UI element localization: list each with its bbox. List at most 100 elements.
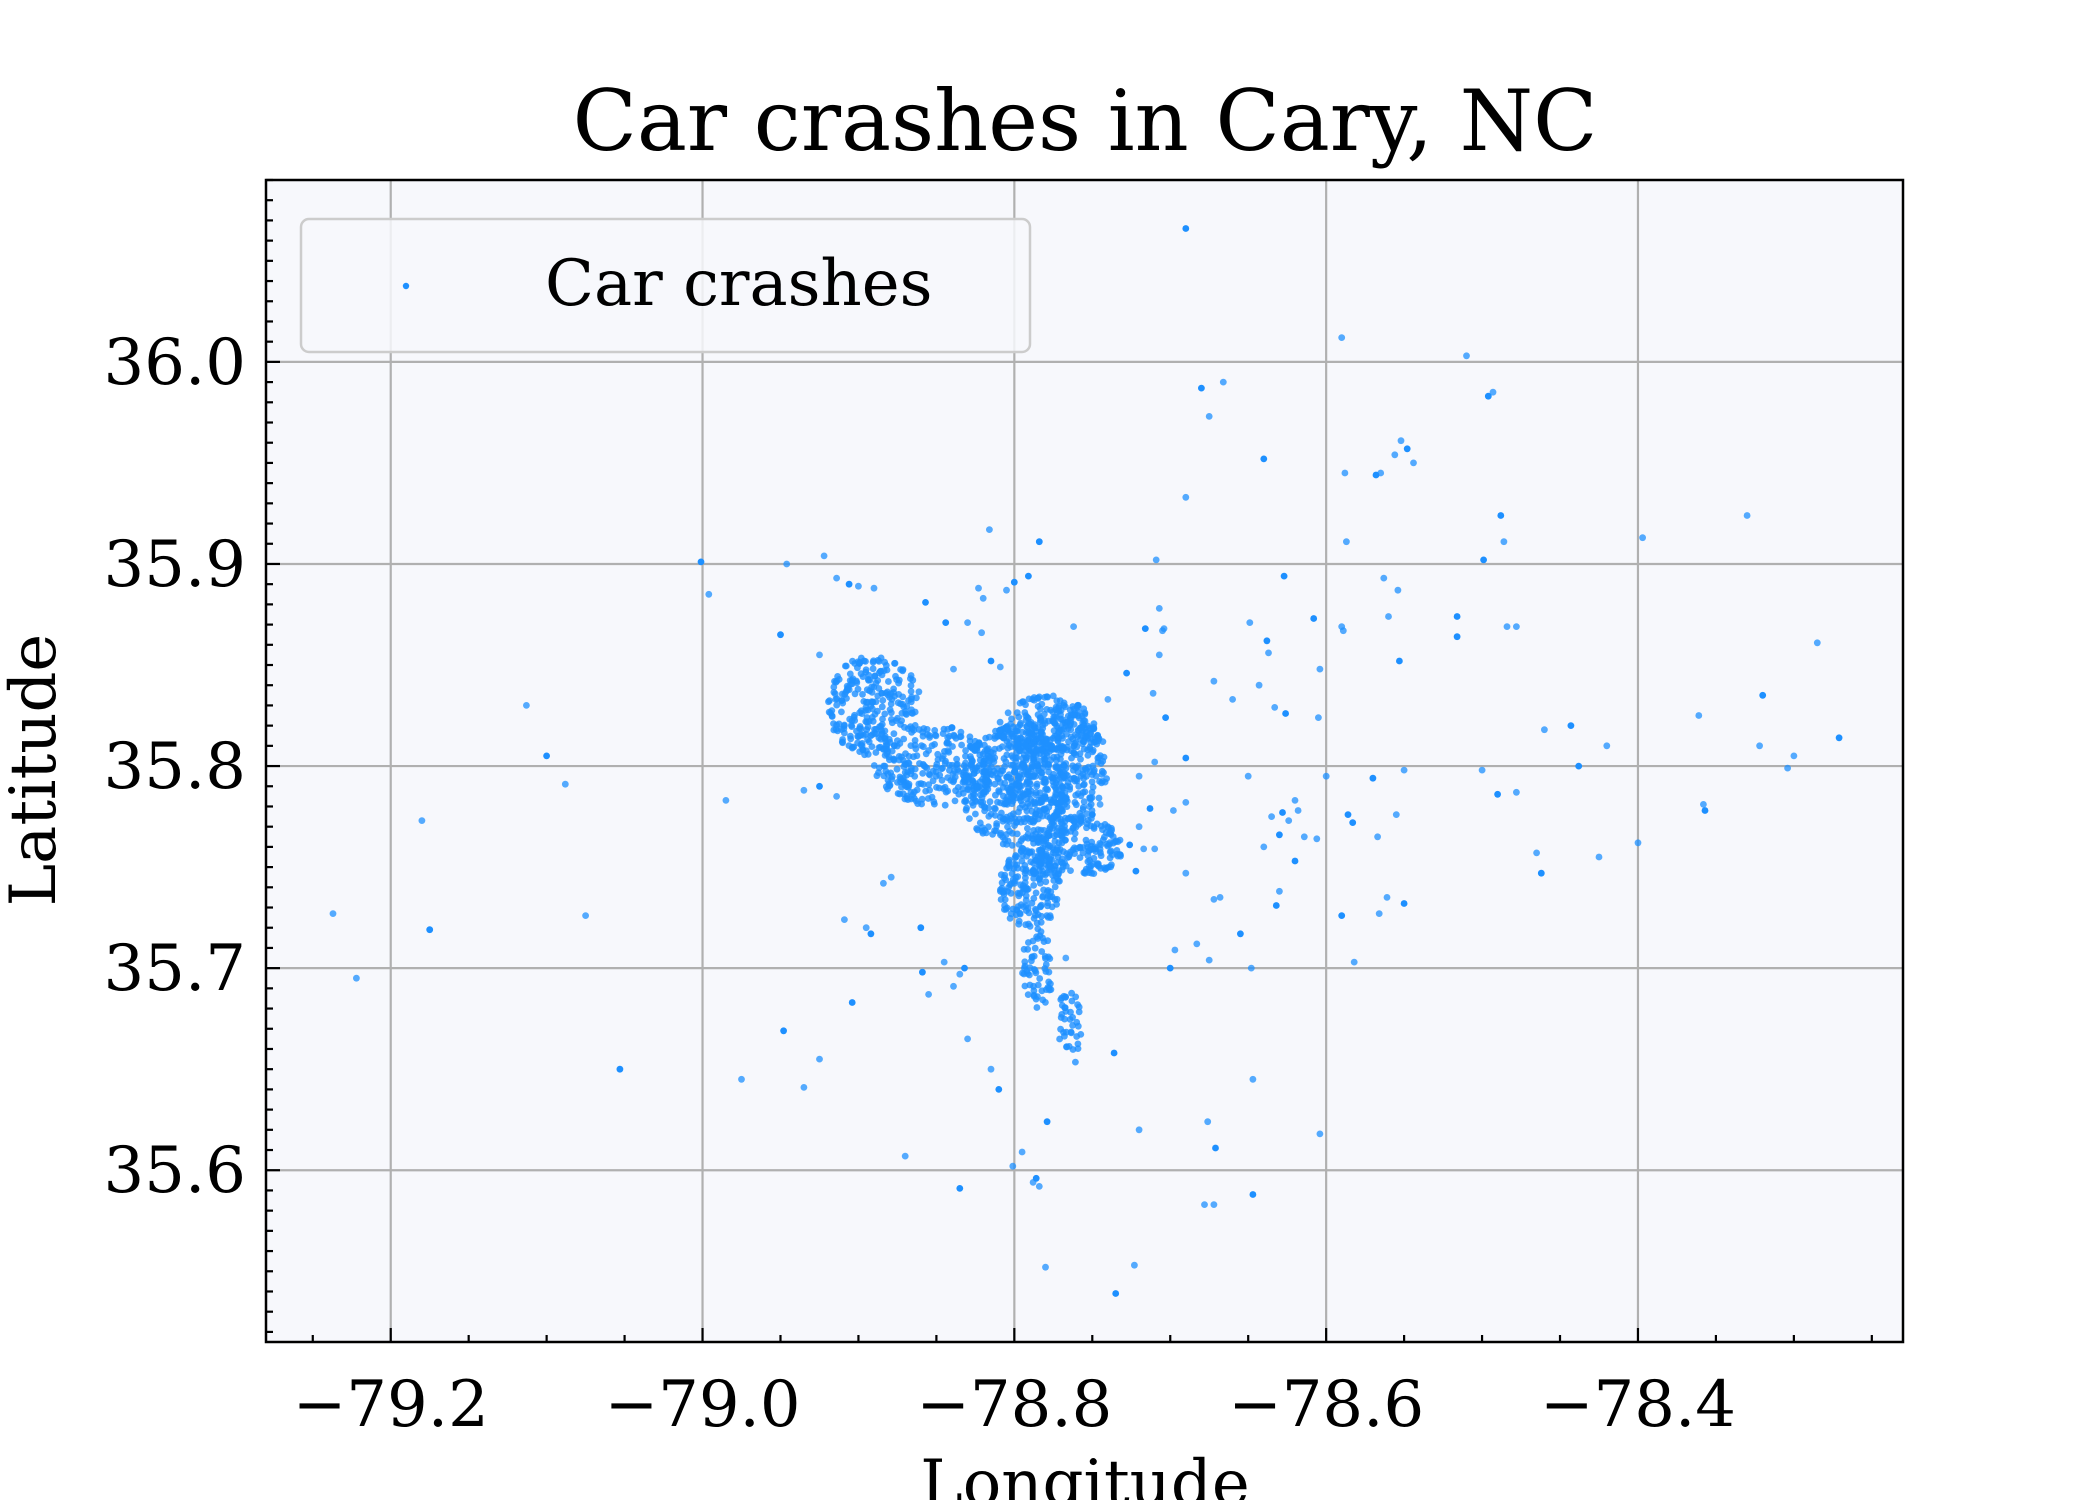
scatter-point — [1151, 845, 1159, 853]
x-tick-label: −79.0 — [604, 1368, 800, 1442]
scatter-point — [1344, 811, 1352, 818]
scatter-point — [1073, 1018, 1081, 1026]
scatter-point — [1541, 726, 1548, 734]
scatter-point — [939, 752, 947, 760]
scatter-point — [997, 871, 1005, 879]
scatter-point — [924, 795, 932, 802]
scatter-point — [1010, 792, 1017, 800]
scatter-point — [1396, 657, 1403, 665]
scatter-point — [962, 806, 970, 814]
scatter-point — [951, 797, 959, 805]
scatter-point — [856, 748, 864, 755]
scatter-point — [1279, 809, 1286, 816]
scatter-point — [862, 668, 870, 676]
scatter-point — [1079, 804, 1087, 811]
scatter-point — [1085, 869, 1093, 876]
scatter-point — [1032, 751, 1040, 759]
scatter-point — [1042, 878, 1050, 886]
scatter-point — [892, 672, 899, 680]
scatter-point — [1013, 709, 1021, 717]
scatter-point — [1478, 766, 1486, 774]
scatter-point — [1052, 706, 1060, 713]
x-axis-label: Longitude — [920, 1447, 1249, 1500]
scatter-point — [925, 781, 933, 788]
scatter-point — [1035, 1183, 1043, 1190]
scatter-point — [1063, 1043, 1070, 1050]
scatter-point — [1015, 920, 1023, 928]
scatter-point — [1255, 681, 1263, 689]
scatter-point — [934, 750, 942, 758]
scatter-point — [825, 708, 833, 716]
scatter-point — [872, 749, 880, 756]
scatter-point — [1000, 890, 1008, 898]
scatter-point — [1077, 817, 1085, 825]
scatter-point — [1244, 772, 1252, 780]
scatter-point — [1004, 709, 1012, 717]
scatter-point — [1095, 794, 1103, 802]
scatter-point — [418, 817, 426, 824]
scatter-point — [1193, 940, 1201, 948]
scatter-point — [1784, 764, 1791, 772]
scatter-point — [1034, 711, 1042, 719]
x-tick-label: −78.8 — [916, 1368, 1112, 1442]
scatter-point — [816, 1055, 823, 1063]
scatter-point — [833, 701, 841, 709]
scatter-point — [1043, 1118, 1051, 1126]
scatter-point — [976, 751, 984, 759]
scatter-point — [1291, 857, 1299, 865]
scatter-point — [999, 767, 1007, 775]
scatter-point — [868, 689, 876, 696]
scatter-point — [1026, 778, 1033, 786]
scatter-point — [959, 779, 967, 786]
scatter-point — [1639, 534, 1646, 542]
scatter-point — [881, 710, 889, 718]
scatter-point — [1060, 702, 1068, 709]
scatter-point — [1494, 790, 1501, 798]
scatter-point — [1069, 1014, 1076, 1021]
scatter-point — [1024, 991, 1032, 998]
scatter-point — [878, 671, 886, 679]
scatter-point — [1140, 845, 1148, 853]
scatter-point — [987, 657, 995, 665]
scatter-point — [1080, 775, 1087, 782]
scatter-point — [1096, 846, 1104, 853]
scatter-point — [976, 756, 984, 764]
scatter-point — [1182, 493, 1190, 501]
scatter-point — [1017, 734, 1024, 742]
scatter-point — [985, 733, 993, 741]
scatter-point — [1058, 825, 1066, 832]
scatter-point — [1182, 869, 1190, 877]
scatter-point — [1028, 761, 1036, 769]
scatter-point — [1046, 823, 1054, 831]
scatter-point — [1030, 882, 1038, 889]
scatter-point — [1087, 795, 1094, 803]
scatter-point — [886, 781, 894, 789]
scatter-point — [1024, 885, 1032, 893]
scatter-point — [1343, 538, 1350, 546]
scatter-point — [911, 765, 919, 773]
scatter-point — [697, 558, 705, 566]
scatter-point — [1533, 849, 1540, 857]
y-tick-label: 36.0 — [104, 326, 247, 400]
scatter-point — [1067, 867, 1074, 874]
scatter-point — [1023, 814, 1031, 822]
scatter-point — [1400, 900, 1408, 907]
scatter-point — [848, 744, 856, 752]
scatter-point — [1043, 749, 1050, 757]
scatter-point — [925, 991, 932, 998]
scatter-point — [956, 970, 964, 978]
scatter-point — [978, 629, 985, 637]
scatter-point — [897, 666, 904, 673]
scatter-point — [783, 560, 791, 568]
scatter-point — [1087, 739, 1095, 746]
scatter-point — [902, 761, 910, 768]
scatter-point — [1117, 851, 1124, 859]
scatter-point — [1072, 815, 1080, 822]
scatter-point — [1030, 839, 1037, 847]
scatter-point — [1084, 752, 1092, 759]
scatter-point — [1080, 798, 1088, 806]
scatter-point — [950, 982, 957, 990]
scatter-point — [882, 662, 890, 669]
scatter-point — [878, 690, 886, 697]
scatter-point — [1050, 877, 1058, 884]
